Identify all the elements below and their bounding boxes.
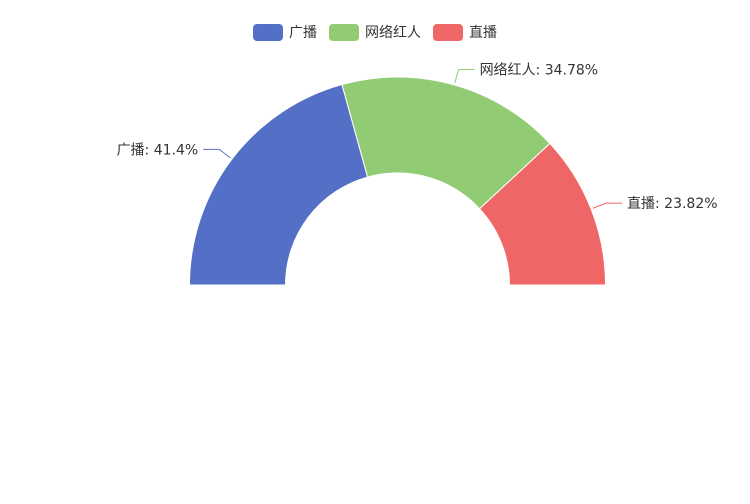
legend-item-livestream[interactable]: 直播 [433,22,497,42]
legend-swatch-broadcast [253,23,283,41]
legend-item-influencer[interactable]: 网络红人 [329,22,421,42]
leader-line-broadcast [203,148,231,159]
legend-swatch-influencer [329,23,359,41]
leader-line-livestream [592,202,623,209]
legend: 广播 网络红人 直播 [0,22,750,42]
slice-labels-group: 广播: 41.4% 网络红人: 34.78% 直播: 23.82% [117,62,718,212]
slice-label-broadcast: 广播: 41.4% [117,142,199,158]
legend-item-broadcast[interactable]: 广播 [253,22,317,42]
slice-livestream[interactable] [478,142,607,286]
slice-broadcast[interactable] [188,83,369,286]
legend-label-broadcast: 广播 [289,25,317,41]
legend-swatch-livestream [433,23,463,41]
legend-label-livestream: 直播 [469,25,497,41]
legend-label-influencer: 网络红人 [365,25,421,41]
slice-influencer[interactable] [341,76,551,210]
leader-lines-group [203,68,623,209]
slices-group [188,76,607,286]
leader-line-influencer [454,68,475,84]
slice-label-livestream: 直播: 23.82% [627,195,718,212]
slice-label-influencer: 网络红人: 34.78% [480,62,599,78]
